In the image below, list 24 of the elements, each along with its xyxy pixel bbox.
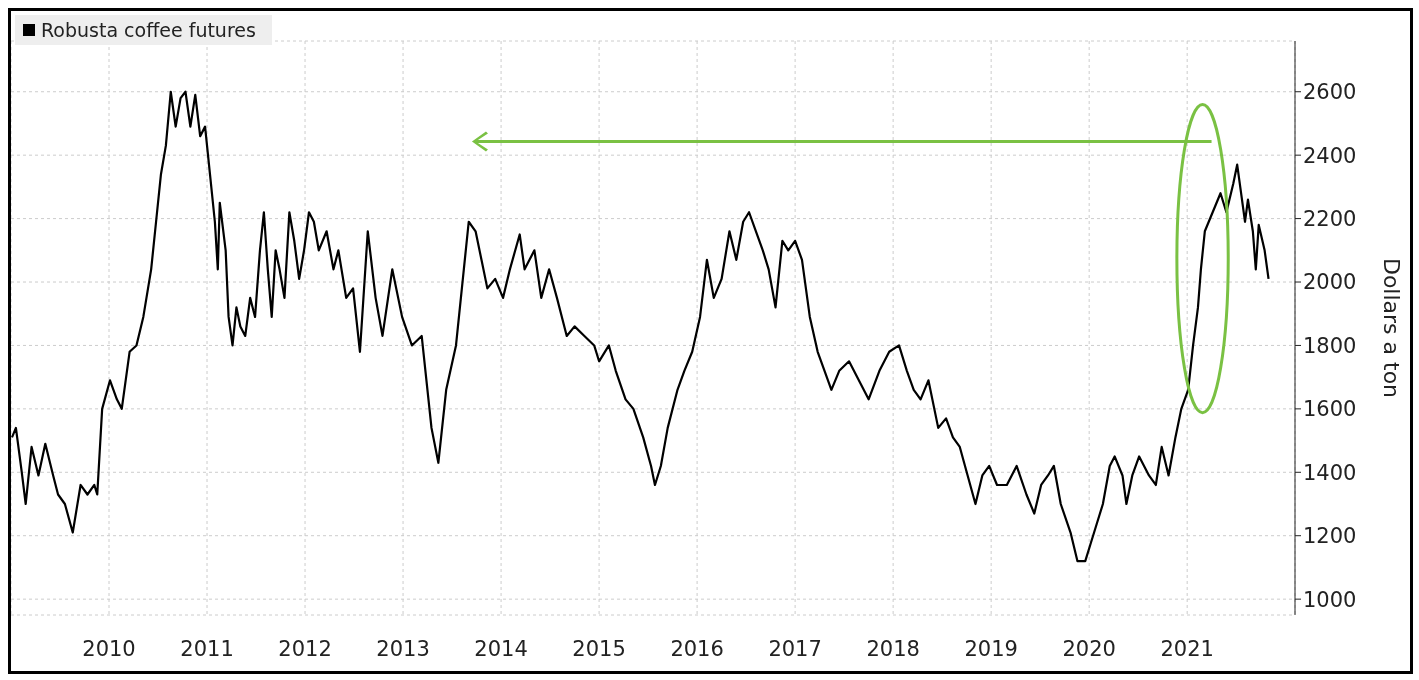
legend-label: Robusta coffee futures	[41, 19, 256, 41]
y-tick-label: 2400	[1303, 143, 1357, 168]
y-tick-label: 1800	[1303, 333, 1357, 358]
x-tick-label: 2019	[964, 636, 1018, 661]
y-tick-label: 1400	[1303, 460, 1357, 485]
x-tick-label: 2016	[670, 636, 724, 661]
x-tick-label: 2017	[768, 636, 822, 661]
x-tick-label: 2015	[572, 636, 626, 661]
y-tick-label: 2200	[1303, 207, 1357, 232]
y-tick-label: 2600	[1303, 80, 1357, 105]
x-tick-label: 2020	[1062, 636, 1116, 661]
x-tick-label: 2018	[866, 636, 920, 661]
x-tick-label: 2013	[376, 636, 430, 661]
y-tick-label: 1200	[1303, 524, 1357, 549]
y-tick-label: 1600	[1303, 397, 1357, 422]
y-tick-label: 1000	[1303, 587, 1357, 612]
x-tick-label: 2021	[1160, 636, 1214, 661]
y-tick-label: 2000	[1303, 270, 1357, 295]
x-tick-label: 2012	[278, 636, 332, 661]
line-series	[11, 90, 1270, 563]
y-axis-title: Dollars a ton	[1379, 257, 1405, 399]
x-tick-label: 2014	[474, 636, 528, 661]
x-tick-label: 2011	[180, 636, 234, 661]
x-tick-label: 2010	[82, 636, 136, 661]
